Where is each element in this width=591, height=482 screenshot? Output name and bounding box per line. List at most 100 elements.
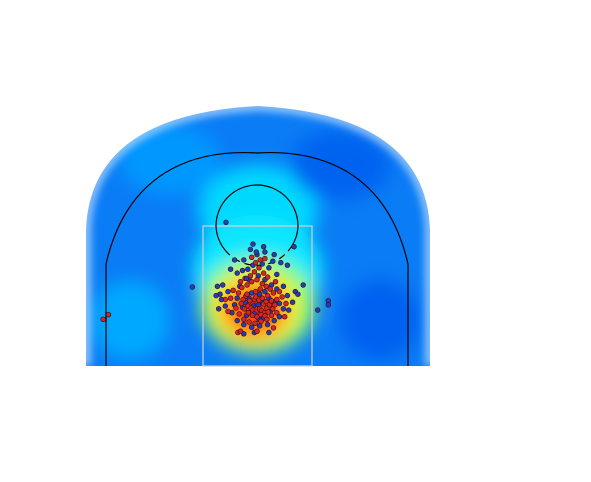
shot-point-missed bbox=[276, 314, 283, 320]
shot-point-made bbox=[230, 287, 236, 293]
shot-point-made bbox=[225, 308, 231, 315]
shot-point-made bbox=[249, 254, 255, 260]
shot-point-missed bbox=[243, 275, 250, 282]
shot-point-missed bbox=[231, 257, 238, 263]
shot-point-made bbox=[100, 316, 106, 322]
shot-point-made bbox=[258, 318, 264, 324]
heatmap-fade-edge bbox=[81, 100, 435, 366]
shot-point-made bbox=[254, 277, 260, 283]
shot-point-made bbox=[249, 312, 256, 319]
shot-point-made bbox=[264, 316, 270, 322]
shot-point-made bbox=[282, 314, 288, 320]
shot-point-made bbox=[247, 298, 253, 304]
shot-point-made bbox=[235, 290, 242, 296]
free-throw-circle-bottom-dashed bbox=[224, 249, 290, 266]
shot-point-missed bbox=[289, 299, 296, 305]
shot-point-missed bbox=[227, 266, 234, 272]
shot-point-made bbox=[272, 302, 278, 308]
shot-point-made bbox=[272, 279, 279, 285]
shot-point-made bbox=[259, 281, 265, 287]
shot-point-missed bbox=[266, 265, 272, 271]
shot-point-missed bbox=[271, 317, 277, 324]
shot-point-missed bbox=[271, 251, 277, 258]
shot-point-made bbox=[239, 284, 245, 291]
shot-point-missed bbox=[260, 244, 267, 250]
shot-point-missed bbox=[262, 288, 268, 295]
shot-point-missed bbox=[214, 283, 221, 289]
shot-point-made bbox=[237, 328, 244, 334]
shot-point-missed bbox=[291, 244, 297, 250]
heatmap-layer bbox=[86, 106, 430, 366]
shot-point-made bbox=[268, 298, 275, 304]
shot-point-made bbox=[264, 292, 271, 299]
shot-point-made bbox=[256, 265, 262, 271]
free-throw-circle-top bbox=[215, 184, 299, 227]
shot-point-missed bbox=[241, 257, 247, 263]
shot-point-made bbox=[253, 294, 259, 300]
shot-point-missed bbox=[220, 282, 226, 288]
shot-point-missed bbox=[213, 292, 219, 299]
shot-point-missed bbox=[247, 246, 254, 253]
shot-point-missed bbox=[245, 266, 251, 272]
shot-point-made bbox=[241, 316, 247, 322]
shot-point-made bbox=[274, 310, 280, 316]
shot-point-made bbox=[257, 286, 263, 292]
shot-point-made bbox=[105, 312, 112, 318]
heat-blob-left-corner bbox=[90, 280, 170, 360]
shot-point-missed bbox=[241, 321, 247, 328]
shot-point-missed bbox=[264, 321, 271, 328]
shot-point-missed bbox=[270, 258, 276, 264]
shot-point-missed bbox=[286, 307, 292, 313]
shot-point-missed bbox=[300, 282, 306, 288]
heat-blob-right-wing bbox=[290, 130, 390, 200]
shot-point-missed bbox=[274, 271, 280, 278]
shot-point-missed bbox=[284, 292, 291, 299]
shot-point-made bbox=[249, 279, 255, 285]
shot-point-made bbox=[267, 286, 273, 292]
shot-point-made bbox=[233, 305, 239, 311]
shot-point-made bbox=[244, 291, 250, 297]
shot-point-missed bbox=[253, 249, 259, 255]
shot-point-missed bbox=[284, 262, 291, 268]
shot-point-missed bbox=[325, 302, 331, 308]
shot-point-made bbox=[268, 312, 275, 319]
free-throw-circle-side-left bbox=[215, 225, 226, 251]
shot-point-missed bbox=[234, 295, 240, 301]
shot-point-missed bbox=[280, 283, 287, 289]
shot-point-made bbox=[236, 311, 242, 317]
shot-point-made bbox=[279, 294, 285, 300]
shot-point-missed bbox=[280, 306, 287, 312]
shot-point-made bbox=[247, 273, 254, 279]
shot-point-made bbox=[270, 325, 277, 331]
shot-point-missed bbox=[218, 296, 225, 303]
shot-point-made bbox=[245, 310, 252, 316]
shot-point-missed bbox=[189, 284, 196, 290]
shot-point-missed bbox=[239, 267, 246, 274]
shot-point-made bbox=[276, 288, 283, 295]
shot-point-missed bbox=[266, 329, 272, 336]
shot-point-missed bbox=[234, 317, 240, 324]
shot-point-made bbox=[253, 288, 259, 295]
shot-point-made bbox=[259, 295, 265, 301]
shot-point-made bbox=[253, 259, 259, 266]
shot-point-made bbox=[241, 306, 248, 312]
free-throw-circle-side-right bbox=[288, 225, 299, 251]
shot-point-made bbox=[251, 269, 258, 275]
shot-point-missed bbox=[223, 219, 229, 226]
shot-point-made bbox=[246, 319, 252, 325]
shot-point-made bbox=[260, 270, 267, 276]
shot-point-made bbox=[257, 257, 263, 263]
shot-point-made bbox=[270, 290, 277, 296]
shot-point-missed bbox=[250, 241, 256, 247]
shot-point-made bbox=[244, 282, 250, 288]
shot-point-missed bbox=[262, 249, 268, 255]
heatmap-blobs bbox=[90, 125, 420, 360]
shot-point-missed bbox=[222, 303, 229, 309]
shot-point-missed bbox=[278, 259, 284, 266]
shot-point-made bbox=[252, 320, 258, 326]
shot-point-made bbox=[262, 255, 268, 262]
shot-point-made bbox=[263, 283, 269, 289]
shot-point-made bbox=[237, 279, 244, 285]
paint-box bbox=[202, 225, 313, 367]
